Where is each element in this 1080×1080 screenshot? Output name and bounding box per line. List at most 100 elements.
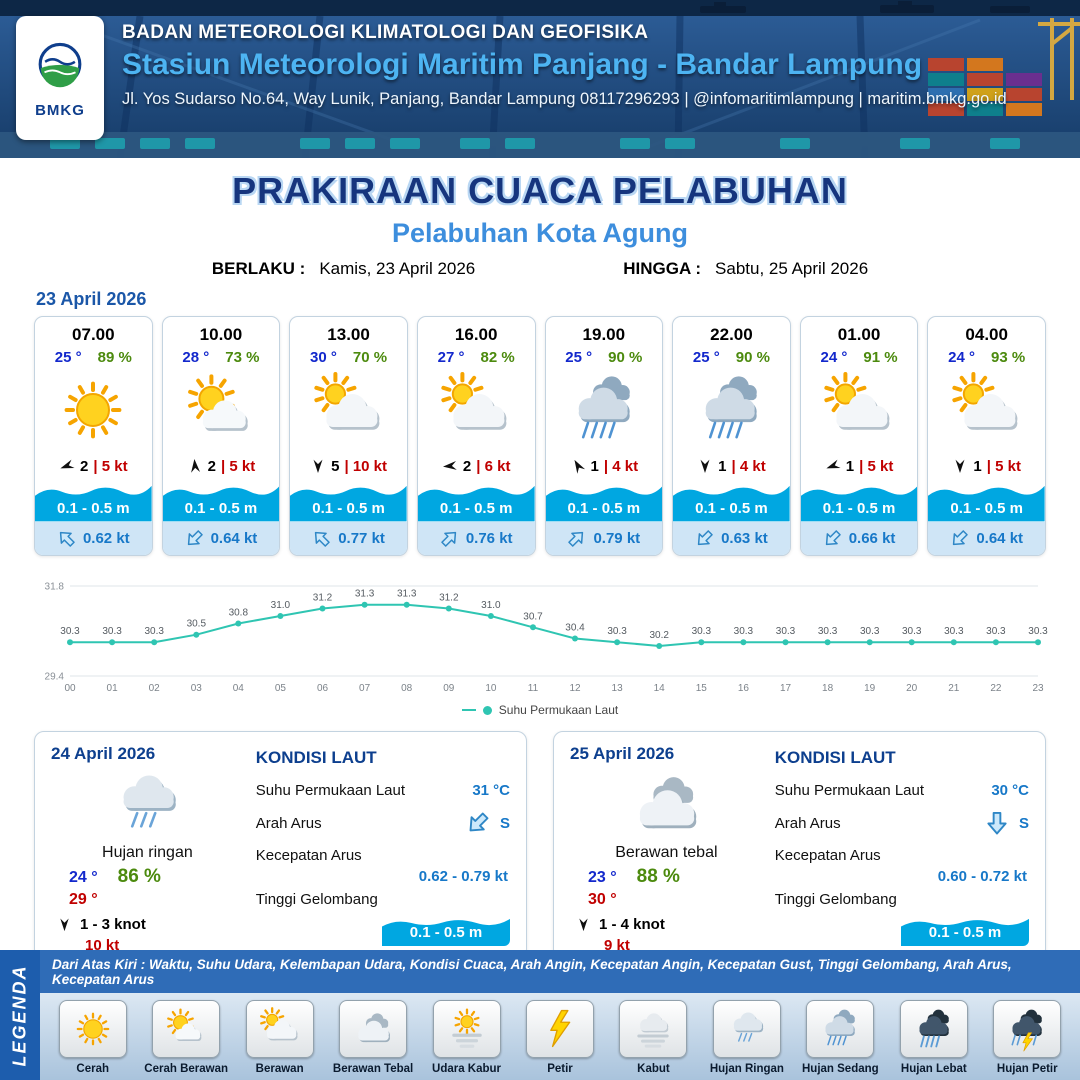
forecast-card: 10.00 28 ° 73 % 2 | 5 kt 0.1 - 0.5 m 0.64 … xyxy=(161,316,281,556)
forecast-card-row: 07.00 25 ° 89 % 2 | 5 kt 0.1 - 0.5 m 0.62 … xyxy=(0,316,1080,556)
current-row: 0.64 kt xyxy=(928,521,1045,555)
validity-line: BERLAKU : Kamis, 23 April 2026 HINGGA : … xyxy=(0,259,1080,279)
wind-gust: | 5 kt xyxy=(859,457,894,475)
wave-height-band: 0.1 - 0.5 m xyxy=(35,480,152,522)
temp-max: 29 ° xyxy=(69,891,98,908)
wind-speed: 2 xyxy=(462,457,472,475)
svg-text:30.3: 30.3 xyxy=(692,626,712,637)
day-wind: 1 - 3 knot xyxy=(57,916,244,933)
day-temps: 23 ° 88 % 30 ° xyxy=(588,866,763,909)
day-temps: 24 ° 86 % 29 ° xyxy=(69,866,244,909)
current-direction-icon xyxy=(466,811,490,835)
current-direction-value: S xyxy=(499,814,510,832)
svg-text:30.7: 30.7 xyxy=(523,611,543,622)
wind-speed: 2 xyxy=(80,457,89,475)
svg-text:17: 17 xyxy=(780,683,792,694)
time-label: 22.00 xyxy=(710,325,753,344)
wind-gust: | 4 kt xyxy=(603,457,639,475)
wind-direction-icon xyxy=(59,458,75,474)
wave-icon xyxy=(673,486,790,522)
weather-condition: Berawan tebal xyxy=(615,844,718,861)
forecast-card: 01.00 24 ° 91 % 1 | 5 kt 0.1 - 0.5 m 0.66 … xyxy=(799,316,919,556)
hujan-ringan-icon xyxy=(712,1000,781,1058)
sst-chart-section: 29.4 31.8 30.3 00 30.3 01 30.3 02 30.5 03 30.8 04 31… xyxy=(30,570,1050,718)
weather-icon xyxy=(418,368,535,453)
sst-line-chart: 29.4 31.8 30.3 00 30.3 01 30.3 02 30.5 03 30.8 04 31… xyxy=(45,582,1049,695)
wave-height-band: 0.1 - 0.5 m xyxy=(417,480,535,522)
svg-text:14: 14 xyxy=(654,683,666,694)
temperature: 28 ° xyxy=(182,349,210,366)
wave-height: 0.1 - 0.5 m xyxy=(695,499,768,517)
wave-icon xyxy=(901,918,1029,946)
station-address: Jl. Yos Sudarso No.64, Way Lunik, Panjan… xyxy=(122,90,1007,108)
time-label: 01.00 xyxy=(837,325,881,344)
bmkg-logo-label: BMKG xyxy=(35,102,85,119)
wave-height: 0.1 - 0.5 m xyxy=(439,499,513,517)
weather-icon xyxy=(928,368,1045,453)
current-speed-label: Kecepatan Arus xyxy=(255,847,362,864)
temperature: 25 ° xyxy=(692,349,720,366)
svg-text:30.3: 30.3 xyxy=(986,626,1006,637)
current-direction-icon xyxy=(985,811,1009,835)
temperature: 25 ° xyxy=(54,349,82,366)
chart-series-label: Suhu Permukaan Laut xyxy=(498,703,619,717)
current-direction-label: Arah Arus xyxy=(774,814,841,832)
weather-icon xyxy=(546,368,663,453)
wind-gust: | 4 kt xyxy=(731,457,766,475)
temperature: 30 ° xyxy=(310,349,337,366)
petir-icon xyxy=(525,1000,594,1058)
legend-item: Hujan Lebat xyxy=(889,1000,979,1076)
current-row: 0.66 kt xyxy=(800,521,918,555)
sst-value: 31 °C xyxy=(472,782,510,799)
humidity: 93 % xyxy=(991,349,1026,366)
legend-description: Dari Atas Kiri : Waktu, Suhu Udara, Kele… xyxy=(52,957,1012,987)
day-wind: 1 - 4 knot xyxy=(576,916,763,933)
cerah-berawan-icon xyxy=(152,1000,221,1058)
wave-height: 0.1 - 0.5 m xyxy=(822,499,896,517)
legend-dot-swatch xyxy=(482,705,492,715)
svg-text:30.5: 30.5 xyxy=(187,619,207,630)
svg-text:31.2: 31.2 xyxy=(313,593,333,604)
svg-text:21: 21 xyxy=(948,683,960,694)
wave-icon xyxy=(290,486,407,522)
svg-text:00: 00 xyxy=(64,683,76,694)
svg-text:11: 11 xyxy=(528,683,539,694)
wave-icon xyxy=(382,918,510,946)
current-speed-value: 0.60 - 0.72 kt xyxy=(937,868,1027,885)
valid-from-label: BERLAKU : xyxy=(211,259,306,278)
current-speed: 0.64 kt xyxy=(210,529,258,547)
svg-text:31.8: 31.8 xyxy=(45,582,65,593)
weather-icon xyxy=(801,368,918,453)
wind-direction-icon xyxy=(442,458,458,474)
wave-icon xyxy=(35,486,152,522)
wave-icon xyxy=(545,486,663,522)
wave-height-band: 0.1 - 0.5 m xyxy=(382,914,510,946)
legend-item: Hujan Ringan xyxy=(702,1000,792,1076)
current-speed: 0.63 kt xyxy=(721,529,768,547)
current-row: 0.79 kt xyxy=(545,521,663,555)
humidity: 90 % xyxy=(735,349,770,366)
svg-text:31.2: 31.2 xyxy=(439,593,459,604)
legend-item: Berawan Tebal xyxy=(328,1000,418,1076)
station-name: Stasiun Meteorologi Maritim Panjang - Ba… xyxy=(122,48,923,81)
wave-icon xyxy=(162,486,280,522)
sst-label: Suhu Permukaan Laut xyxy=(774,782,925,799)
kabut-icon xyxy=(619,1000,688,1058)
svg-text:30.2: 30.2 xyxy=(649,630,669,641)
day-date: 24 April 2026 xyxy=(51,744,156,763)
svg-text:13: 13 xyxy=(612,683,624,694)
wind-speed: 1 xyxy=(845,457,855,475)
hujan-petir-icon xyxy=(993,1000,1062,1058)
sea-conditions-title: KONDISI LAUT xyxy=(255,748,377,767)
daily-summary-row: 24 April 2026 Hujan ringan 24 ° 86 % 29 °… xyxy=(34,731,1046,959)
wave-height-band: 0.1 - 0.5 m xyxy=(800,480,918,522)
wind-direction-icon xyxy=(310,458,326,474)
legend-title: LEGENDA xyxy=(9,963,30,1067)
forecast-card: 07.00 25 ° 89 % 2 | 5 kt 0.1 - 0.5 m 0.62 … xyxy=(34,316,153,556)
time-label: 04.00 xyxy=(965,325,1008,344)
current-direction-icon xyxy=(950,529,969,548)
weather-icon xyxy=(51,764,244,846)
wave-height: 0.1 - 0.5 m xyxy=(312,499,385,517)
svg-text:30.4: 30.4 xyxy=(565,623,585,634)
